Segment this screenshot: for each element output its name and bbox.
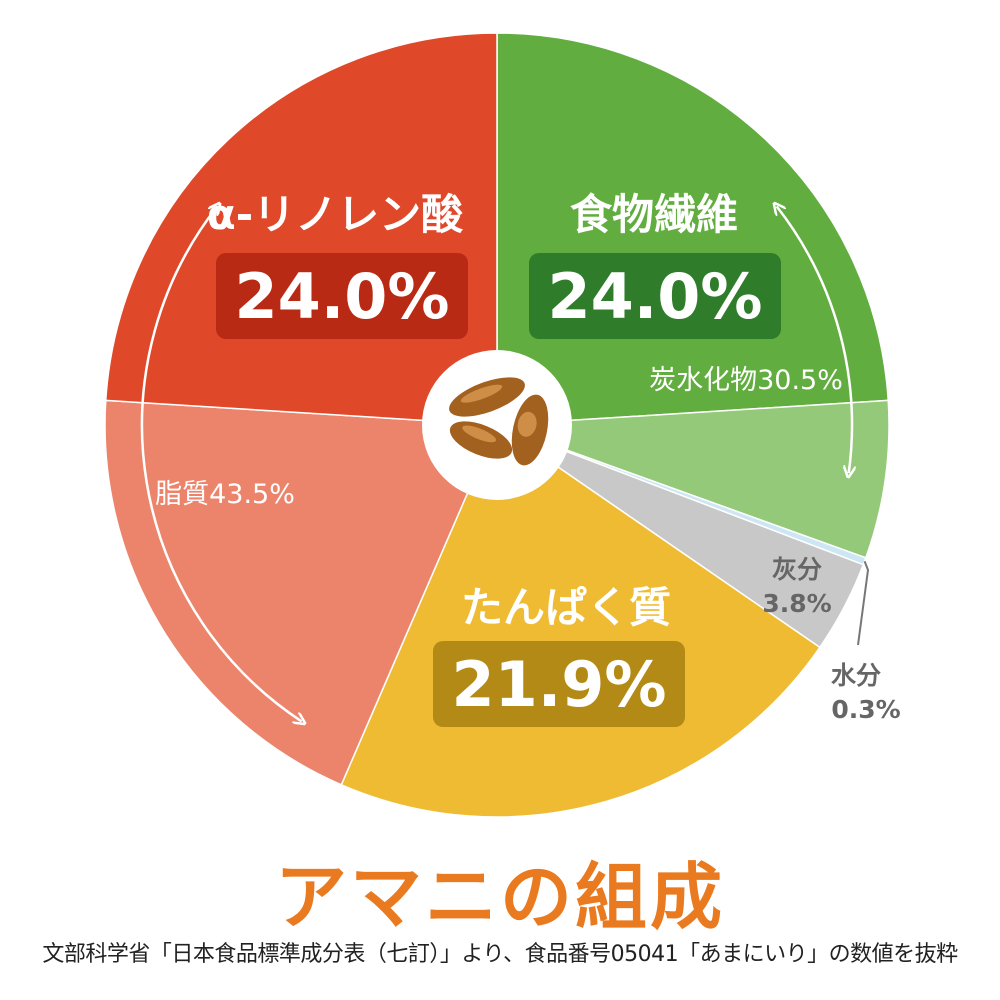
value-label-water: 0.3% <box>831 695 900 724</box>
value-label-ala: 24.0% <box>234 260 449 333</box>
group-label-carbohydrate: 炭水化物30.5% <box>649 365 843 396</box>
value-label-protein: 21.9% <box>451 648 666 721</box>
slice-label-water: 水分 <box>831 661 881 690</box>
chart-title: アマニの組成 <box>274 855 725 939</box>
slice-label-ala: α-リノレン酸 <box>207 190 464 239</box>
value-label-fiber: 24.0% <box>547 260 762 333</box>
pie-annotations: α-リノレン酸 24.0% 食物繊維 24.0% たんぱく質 21.9% 炭水化物30.5%… <box>140 190 901 727</box>
group-label-lipid: 脂質43.5% <box>155 479 295 510</box>
flaxseed-icon <box>449 377 549 466</box>
value-badge-protein <box>433 641 685 727</box>
lipid-range-arrow <box>140 206 302 721</box>
slice-label-protein: たんぱく質 <box>461 583 671 632</box>
source-note: 文部科学省「日本食品標準成分表（七訂）」より、食品番号05041「あまにいり」の… <box>42 942 958 967</box>
slice-label-fiber: 食物繊維 <box>570 190 738 239</box>
value-badge-fiber <box>529 253 781 339</box>
slice-label-ash: 灰分 <box>772 555 822 584</box>
center-disc <box>422 350 572 500</box>
water-leader-line <box>857 560 870 646</box>
carbohydrate-range-arrow <box>777 206 852 473</box>
value-label-ash: 3.8% <box>762 589 831 618</box>
